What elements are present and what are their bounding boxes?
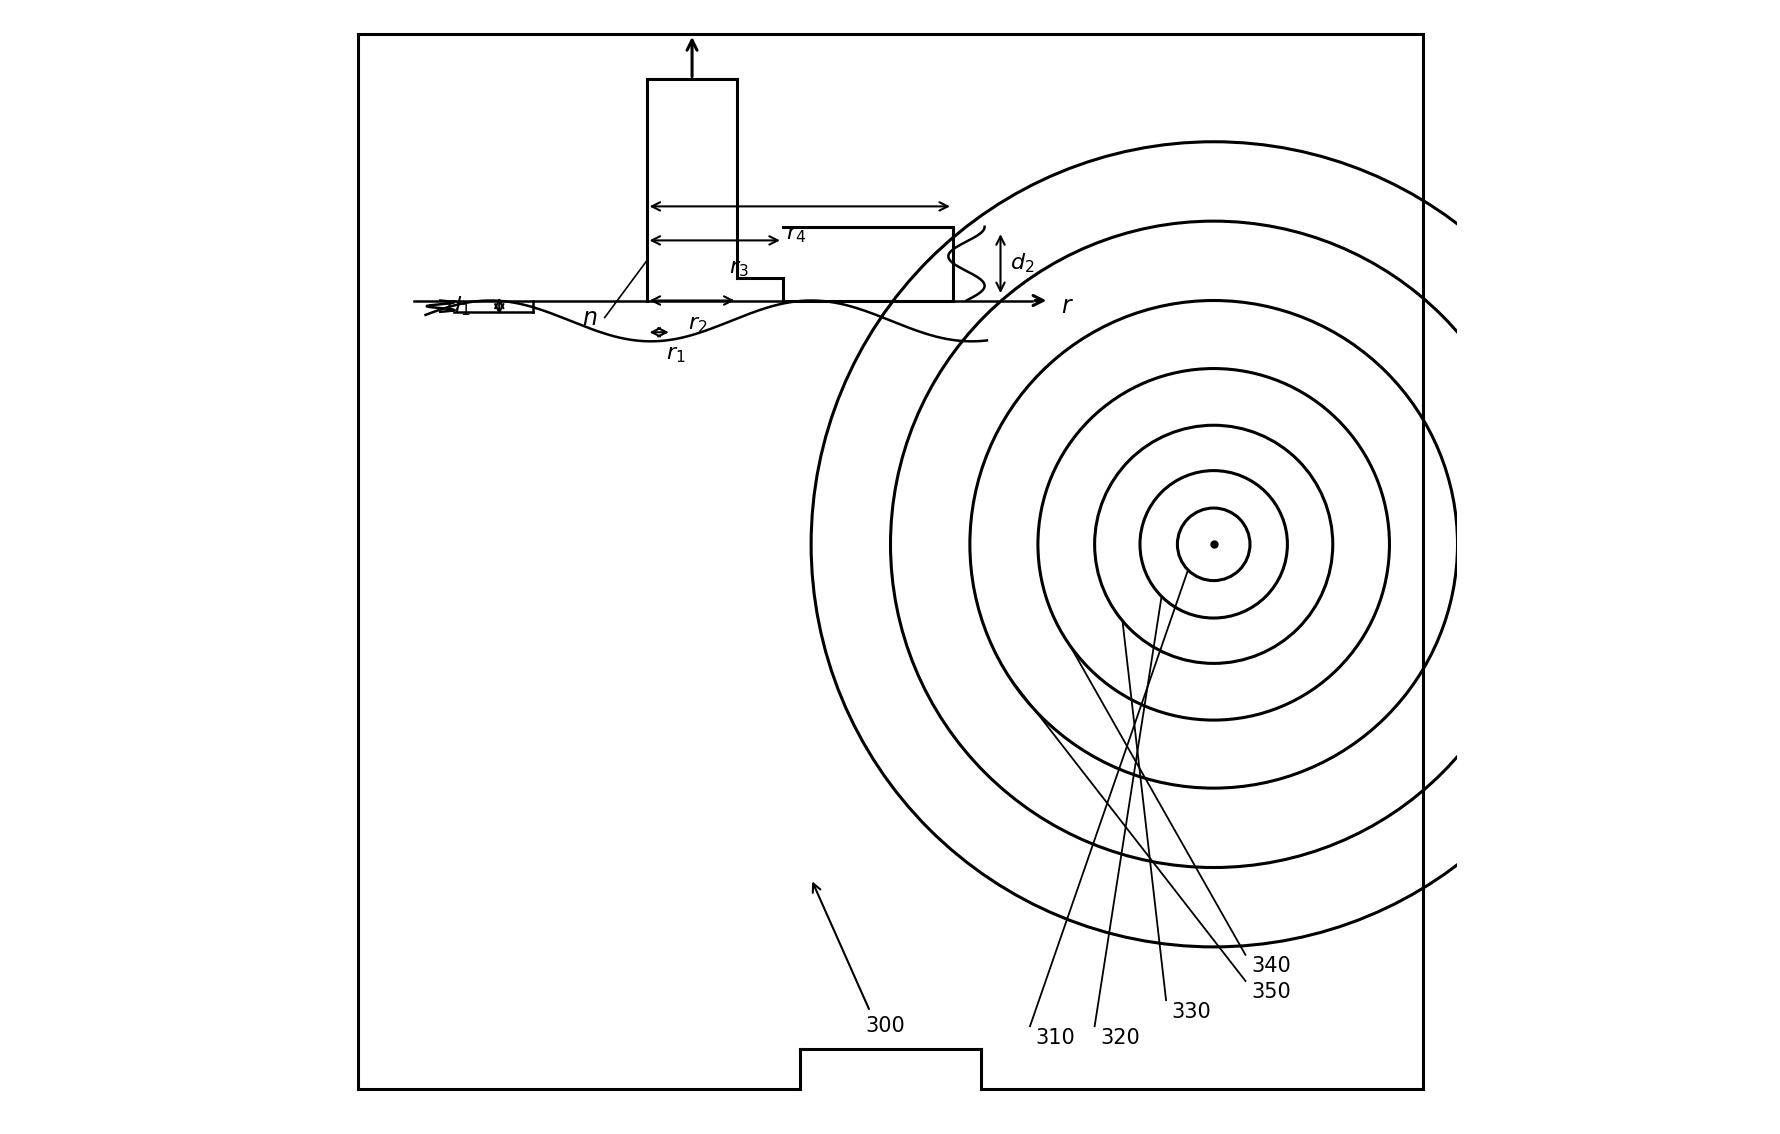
Text: $r_2$: $r_2$	[687, 315, 707, 336]
Text: 310: 310	[1036, 1027, 1075, 1048]
Text: 350: 350	[1250, 982, 1290, 1002]
Text: $r_1$: $r_1$	[666, 345, 685, 365]
Text: $r$: $r$	[1061, 294, 1073, 319]
Text: 300: 300	[865, 1016, 904, 1036]
Text: n: n	[582, 305, 596, 330]
Text: $r_3$: $r_3$	[730, 259, 749, 279]
Text: 320: 320	[1100, 1027, 1139, 1048]
Text: $d_1$: $d_1$	[447, 295, 470, 318]
Text: 330: 330	[1171, 1001, 1210, 1022]
Text: 340: 340	[1250, 956, 1290, 976]
Text: $r_4$: $r_4$	[785, 225, 806, 245]
Text: $d_2$: $d_2$	[1009, 252, 1034, 276]
